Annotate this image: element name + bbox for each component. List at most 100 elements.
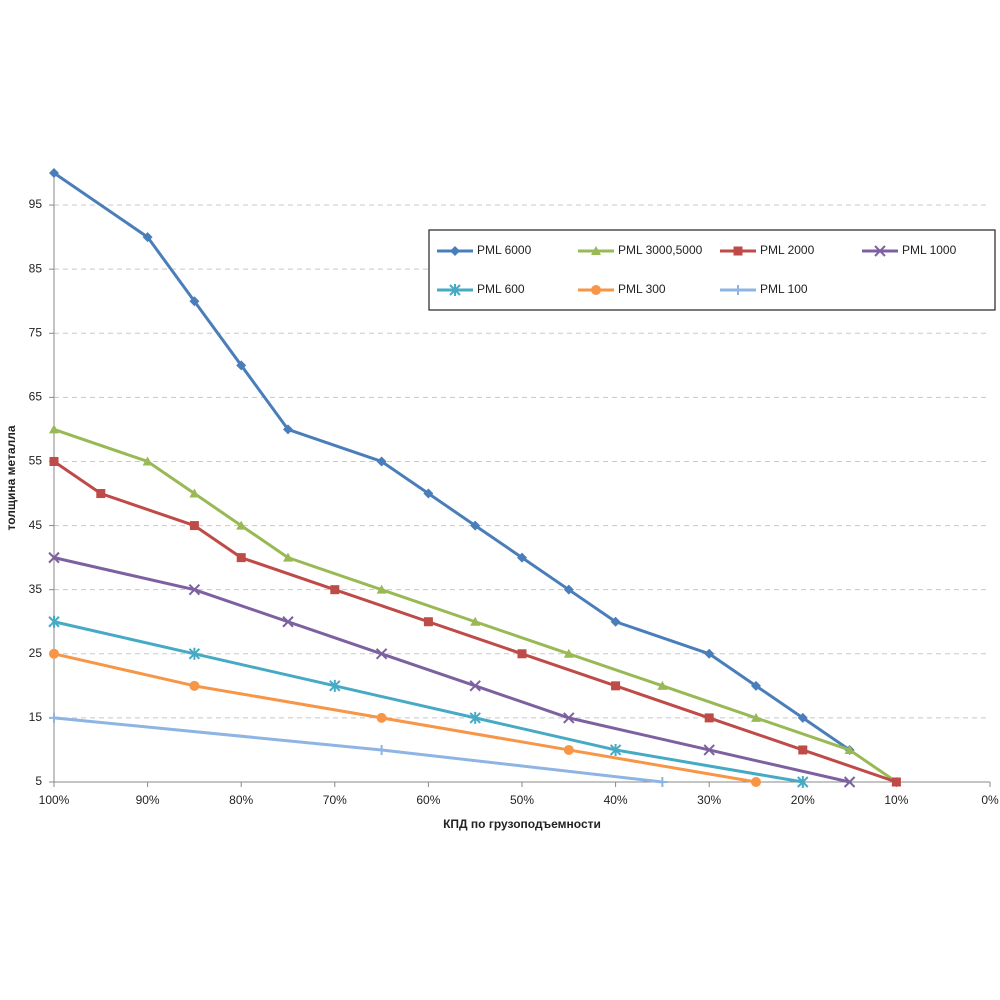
y-tick-label: 75 — [29, 325, 43, 339]
marker — [751, 712, 761, 722]
marker — [329, 679, 341, 692]
marker — [142, 232, 153, 243]
marker — [517, 649, 527, 659]
marker — [591, 285, 601, 295]
marker — [703, 744, 715, 756]
marker — [423, 488, 434, 499]
marker — [188, 647, 201, 660]
marker — [189, 296, 200, 307]
marker — [843, 776, 856, 788]
legend-label: PML 600 — [477, 282, 525, 296]
marker — [797, 712, 808, 723]
marker — [236, 360, 247, 371]
series-line — [53, 428, 898, 784]
marker — [49, 648, 59, 659]
marker — [189, 488, 200, 498]
marker — [591, 246, 601, 255]
legend-label: PML 3000,5000 — [618, 243, 703, 257]
x-tick-label: 50% — [510, 793, 534, 807]
marker — [48, 615, 60, 628]
marker — [704, 648, 715, 659]
y-axis-title: толщина металла — [4, 425, 18, 530]
y-tick-label: 95 — [29, 197, 43, 211]
y-tick-label: 35 — [29, 582, 43, 596]
marker — [376, 744, 387, 755]
marker — [48, 551, 60, 564]
marker — [189, 680, 200, 691]
marker — [189, 521, 199, 531]
legend-box — [428, 229, 996, 311]
marker — [563, 648, 574, 658]
marker — [798, 745, 808, 755]
marker — [704, 713, 714, 723]
marker — [657, 777, 668, 787]
y-tick-label: 25 — [29, 646, 43, 660]
marker — [236, 553, 246, 563]
marker — [469, 711, 481, 724]
marker — [376, 456, 387, 467]
marker — [96, 489, 106, 499]
x-tick-label: 10% — [884, 793, 908, 807]
x-tick-label: 30% — [697, 793, 721, 807]
marker — [733, 246, 743, 256]
legend-label: PML 300 — [618, 282, 666, 296]
marker — [49, 424, 59, 434]
marker — [236, 520, 247, 530]
y-tick-label: 55 — [29, 454, 43, 468]
marker — [142, 456, 153, 466]
marker — [563, 744, 574, 755]
x-tick-label: 70% — [323, 793, 347, 807]
x-tick-label: 100% — [39, 793, 70, 807]
series-line — [53, 620, 804, 784]
legend-label: PML 100 — [760, 282, 808, 296]
marker — [49, 712, 59, 723]
marker — [330, 585, 340, 595]
x-tick-label: 20% — [791, 793, 815, 807]
y-tick-label: 5 — [35, 774, 42, 788]
marker — [449, 284, 461, 296]
marker — [657, 680, 668, 690]
marker — [609, 743, 622, 756]
marker — [797, 776, 809, 788]
marker — [376, 712, 387, 723]
y-tick-label: 65 — [29, 390, 43, 404]
y-tick-label: 15 — [29, 710, 43, 724]
legend-label: PML 6000 — [477, 243, 532, 257]
marker — [283, 424, 293, 435]
marker — [282, 616, 294, 628]
legend-label: PML 1000 — [902, 243, 957, 257]
marker — [751, 777, 761, 787]
series-line — [53, 556, 850, 784]
marker — [563, 712, 575, 724]
legend-label: PML 2000 — [760, 243, 815, 257]
marker — [450, 246, 460, 256]
marker — [517, 552, 527, 563]
y-tick-label: 45 — [29, 518, 43, 532]
marker — [188, 583, 201, 596]
marker — [470, 616, 481, 626]
marker — [611, 681, 621, 691]
x-tick-label: 40% — [604, 793, 628, 807]
marker — [733, 285, 743, 295]
marker — [375, 648, 388, 660]
x-axis-title: КПД по грузоподъемности — [443, 817, 601, 831]
marker — [49, 168, 59, 178]
marker — [423, 617, 433, 627]
marker — [469, 680, 481, 692]
marker — [563, 584, 574, 595]
x-tick-label: 80% — [229, 793, 253, 807]
marker — [470, 520, 481, 531]
marker — [49, 456, 59, 466]
x-tick-label: 60% — [416, 793, 440, 807]
marker — [610, 616, 621, 627]
marker — [844, 744, 855, 754]
marker — [283, 552, 293, 562]
x-tick-label: 90% — [136, 793, 160, 807]
marker — [891, 777, 901, 787]
y-tick-label: 85 — [29, 261, 43, 275]
x-tick-label: 0% — [981, 793, 999, 807]
marker — [874, 245, 886, 257]
marker — [376, 584, 387, 594]
